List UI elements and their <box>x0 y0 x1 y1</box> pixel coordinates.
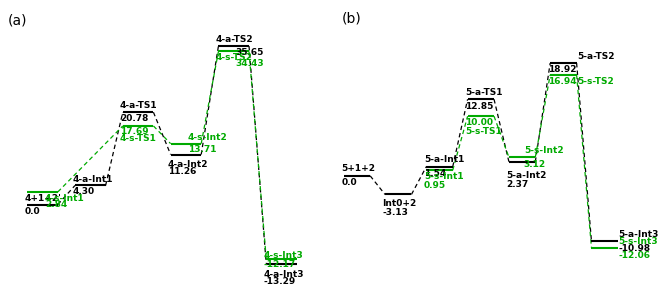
Text: -10.98: -10.98 <box>618 244 651 253</box>
Text: 13.71: 13.71 <box>188 145 216 154</box>
Text: 11.26: 11.26 <box>168 167 196 176</box>
Text: 17.69: 17.69 <box>120 127 148 136</box>
Text: 4-s-TS1: 4-s-TS1 <box>120 134 157 143</box>
Text: -12.06: -12.06 <box>618 251 651 260</box>
Text: -13.29: -13.29 <box>263 277 296 286</box>
Text: 5-s-Int1: 5-s-Int1 <box>424 172 464 181</box>
Text: 4-s-Int1: 4-s-Int1 <box>45 194 84 203</box>
Text: 4-a-TS2: 4-a-TS2 <box>215 35 253 44</box>
Text: 5-a-Int1: 5-a-Int1 <box>424 155 464 164</box>
Text: 0.95: 0.95 <box>424 181 446 190</box>
Text: 2.37: 2.37 <box>507 180 529 189</box>
Text: 4.30: 4.30 <box>72 187 94 196</box>
Text: 5+1+2: 5+1+2 <box>341 164 375 173</box>
Text: 5-a-TS1: 5-a-TS1 <box>465 88 503 97</box>
Text: 20.78: 20.78 <box>120 114 148 123</box>
Text: 2.84: 2.84 <box>45 200 67 209</box>
Text: 5-s-Int3: 5-s-Int3 <box>618 237 658 246</box>
Text: 10.00: 10.00 <box>465 118 493 127</box>
Text: 4-a-Int3: 4-a-Int3 <box>263 270 304 279</box>
Text: 0.0: 0.0 <box>341 178 357 187</box>
Text: 34.43: 34.43 <box>235 60 264 69</box>
Text: 5-a-Int2: 5-a-Int2 <box>507 171 547 180</box>
Text: 4-s-Int3: 4-s-Int3 <box>263 251 303 260</box>
Text: 5-s-TS1: 5-s-TS1 <box>465 127 502 136</box>
Text: 1.54: 1.54 <box>424 169 446 178</box>
Text: -3.13: -3.13 <box>382 208 408 217</box>
Text: 0.0: 0.0 <box>25 207 40 216</box>
Text: Int0+2: Int0+2 <box>382 199 417 208</box>
Text: 18.92: 18.92 <box>548 66 576 74</box>
Text: 16.94: 16.94 <box>548 77 577 86</box>
Text: 4+1+2': 4+1+2' <box>25 194 61 203</box>
Text: 35.65: 35.65 <box>235 48 264 57</box>
Text: 4-s-TS2: 4-s-TS2 <box>215 53 253 62</box>
Text: 5-a-TS2: 5-a-TS2 <box>577 52 615 61</box>
Text: -12.17: -12.17 <box>263 260 296 269</box>
Text: 4-a-Int1: 4-a-Int1 <box>72 175 112 184</box>
Text: 4-a-Int2: 4-a-Int2 <box>168 160 208 169</box>
Text: 12.85: 12.85 <box>465 102 493 111</box>
Text: 5-s-TS2: 5-s-TS2 <box>577 77 614 86</box>
Text: 5-s-Int2: 5-s-Int2 <box>524 146 563 155</box>
Text: (a): (a) <box>8 13 27 27</box>
Text: 5-a-Int3: 5-a-Int3 <box>618 230 659 239</box>
Text: 4-a-TS1: 4-a-TS1 <box>120 101 158 110</box>
Text: (b): (b) <box>342 12 362 26</box>
Text: 3.12: 3.12 <box>524 160 546 169</box>
Text: 4-s-Int2: 4-s-Int2 <box>188 133 227 142</box>
